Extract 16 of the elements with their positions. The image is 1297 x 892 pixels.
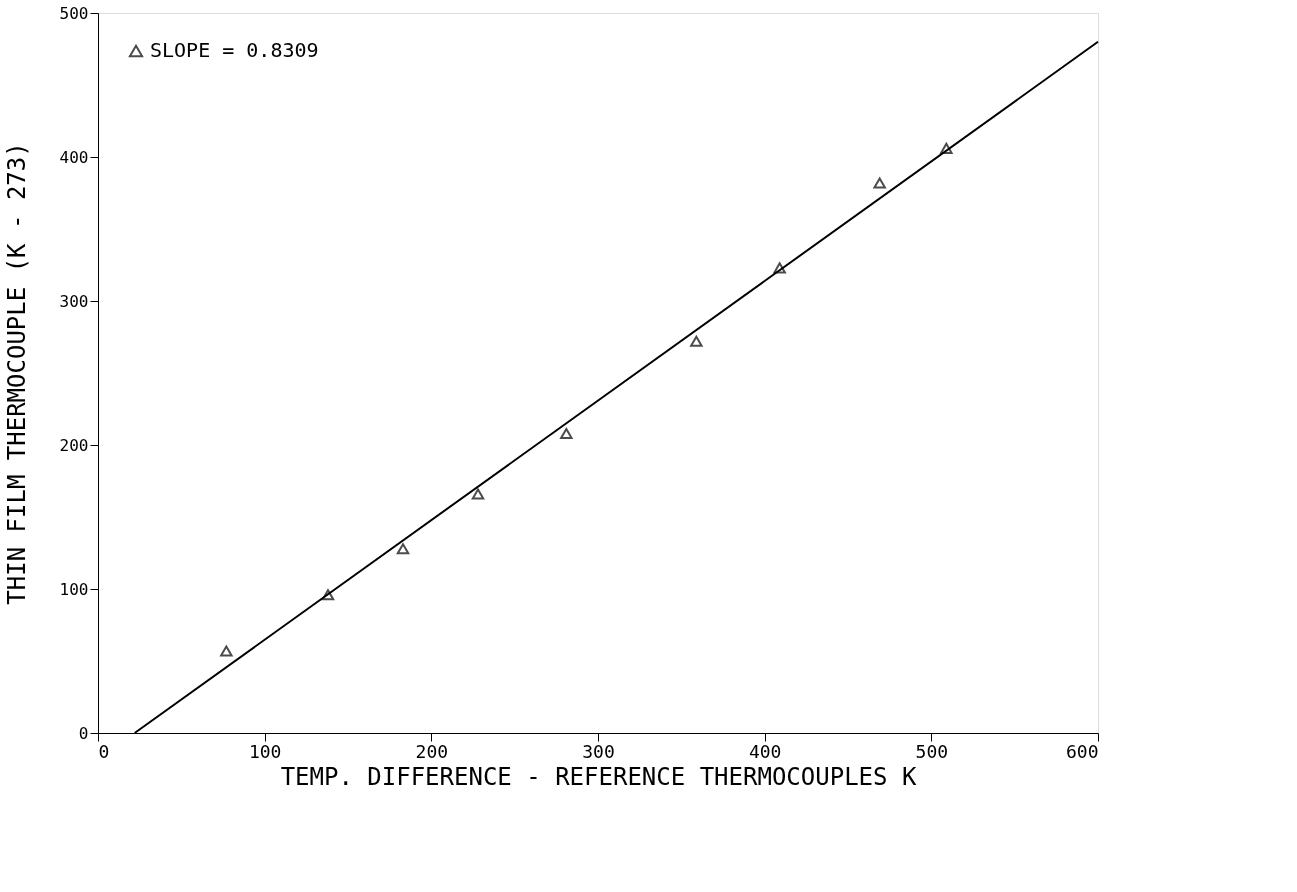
x-tick-label: 0 — [98, 740, 110, 762]
y-tick-label: 0 — [78, 723, 89, 743]
x-tick-label: 600 — [1065, 740, 1099, 762]
x-tick-label: 100 — [248, 740, 282, 762]
x-tick-label: 200 — [415, 740, 449, 762]
legend-label: SLOPE = 0.8309 — [150, 38, 319, 62]
y-axis-title: THIN FILM THERMOCOUPLE (K - 273) — [2, 142, 31, 605]
y-tick-label: 400 — [59, 147, 89, 167]
x-tick-label: 400 — [748, 740, 782, 762]
y-tick-label: 300 — [59, 291, 89, 311]
y-tick-label: 500 — [59, 3, 89, 23]
x-tick-label: 300 — [582, 740, 615, 762]
y-tick-label: 100 — [59, 579, 89, 599]
x-axis-title: TEMP. DIFFERENCE - REFERENCE THERMOCOUPLES K — [280, 762, 917, 791]
x-tick-label: 500 — [915, 740, 949, 762]
y-tick-label: 200 — [59, 435, 89, 455]
